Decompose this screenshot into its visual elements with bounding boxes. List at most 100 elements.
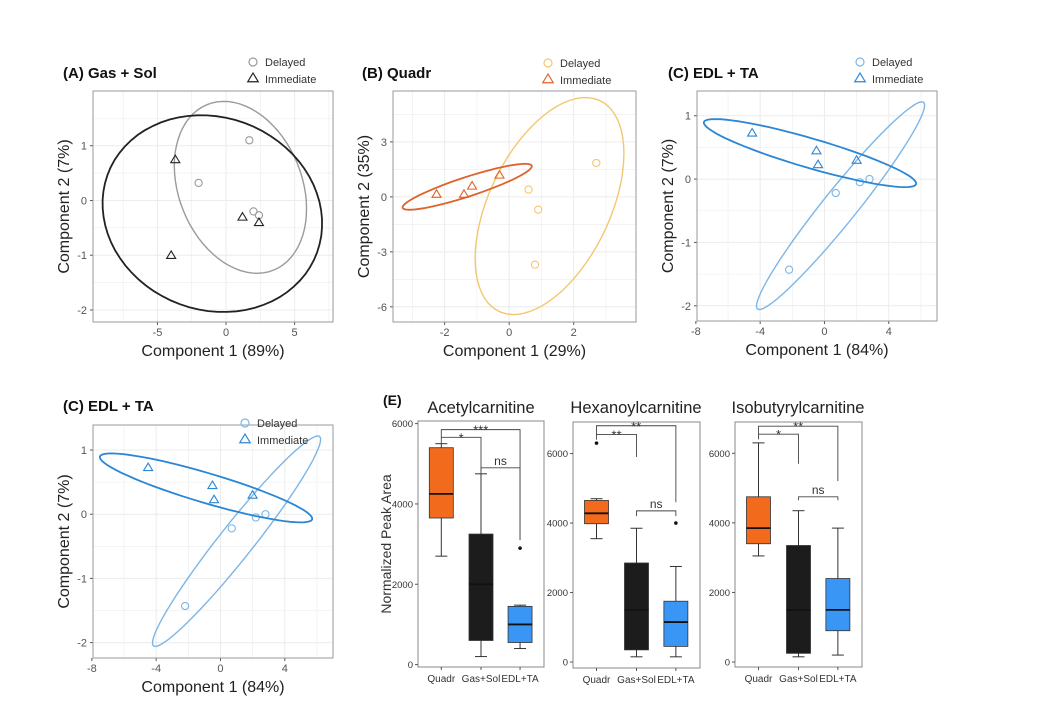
y-axis-title: Component 2 (35%)	[356, 135, 373, 278]
significance-label: **	[611, 427, 621, 442]
x-tick-label: 4	[282, 663, 288, 675]
box-iqr	[584, 500, 609, 525]
panel-4: -8 -4 0 4 -2 -1 0 1 (C) EDL + TA Component 1 (84%…	[56, 398, 334, 696]
box-iqr	[786, 545, 811, 654]
significance-bracket	[798, 496, 839, 501]
point-immediate	[851, 154, 863, 164]
box-edlta	[663, 521, 689, 658]
ellipse-delayed	[474, 96, 625, 316]
legend-triangle-icon	[238, 432, 252, 444]
boxplot-title: Isobutyrylcarnitine	[732, 399, 865, 417]
point-immediate	[165, 249, 177, 259]
panel-2: -2 0 2 -6 -3 0 3 (B) Quadr Component 1 (29%) Comp…	[356, 58, 637, 360]
legend-label-delayed: Delayed	[872, 57, 912, 69]
ellipse-delayed	[755, 101, 926, 311]
point-immediate	[247, 489, 259, 499]
legend-label-immediate: Immediate	[560, 75, 611, 87]
y-tick-label: -2	[681, 301, 691, 313]
y-tick-label: 1	[685, 111, 691, 123]
y-tick-label: 0	[563, 658, 568, 669]
y-tick-label: -6	[377, 302, 387, 314]
plot-border	[696, 90, 938, 322]
y-tick-label: 4000	[392, 499, 413, 510]
y-tick-label: 6000	[547, 449, 568, 460]
point-immediate	[458, 188, 470, 198]
ellipse-immediate	[401, 162, 533, 211]
plot-area	[99, 435, 322, 648]
legend-circle-icon	[543, 58, 553, 68]
y-tick-label: -1	[681, 237, 691, 249]
legend-label-immediate: Immediate	[265, 74, 316, 86]
x-tick-label: Gas+Sol	[617, 675, 656, 686]
ellipse-immediate	[99, 452, 313, 524]
boxplot-title: Acetylcarnitine	[427, 399, 534, 417]
plot-area	[101, 100, 323, 313]
point-immediate	[169, 154, 181, 164]
plot-background	[93, 425, 333, 658]
y-axis-title: Component 2 (7%)	[56, 474, 73, 608]
significance-bracket	[758, 433, 799, 464]
ellipse-immediate	[703, 118, 917, 189]
box-edlta	[825, 527, 851, 656]
y-tick-label: 0	[381, 192, 387, 204]
box-quadr	[746, 442, 771, 557]
box-iqr	[624, 562, 649, 651]
point-delayed	[530, 260, 540, 269]
x-tick-label: -2	[440, 327, 450, 339]
point-immediate	[810, 145, 822, 155]
ellipse-delayed	[151, 435, 322, 648]
x-tick-label: -8	[691, 326, 701, 338]
x-tick-label: -5	[153, 327, 163, 339]
legend: Delayed Immediate	[238, 418, 308, 447]
point-immediate	[812, 159, 824, 169]
x-axis-title: Component 1 (29%)	[443, 343, 586, 360]
y-tick-label: 0	[725, 658, 730, 669]
legend-triangle-icon	[541, 72, 555, 84]
y-tick-label: 3	[381, 137, 387, 149]
legend-label-delayed: Delayed	[257, 418, 297, 430]
x-tick-label: EDL+TA	[819, 674, 857, 685]
y-tick-label: 6000	[392, 419, 413, 430]
box-iqr	[746, 496, 771, 545]
y-tick-label: 0	[81, 195, 87, 207]
legend-triangle-icon	[853, 71, 867, 83]
y-tick-label: -1	[77, 250, 87, 262]
x-tick-label: 0	[223, 327, 229, 339]
y-tick-label: -2	[77, 638, 87, 650]
point-delayed	[592, 158, 601, 168]
box-gassol	[624, 527, 649, 658]
y-tick-label: 2000	[547, 588, 568, 599]
x-tick-label: 5	[292, 327, 298, 339]
outlier-point	[594, 441, 599, 445]
y-axis-title: Normalized Peak Area	[378, 474, 394, 614]
y-tick-label: -3	[377, 247, 387, 259]
panel-title: (B) Quadr	[362, 65, 431, 82]
significance-bracket	[758, 425, 839, 482]
significance-label: ns	[650, 497, 663, 511]
panel-title: (A) Gas + Sol	[63, 65, 157, 82]
significance-bracket	[480, 467, 521, 541]
y-tick-label: 2000	[709, 588, 730, 599]
x-tick-label: Quadr	[427, 674, 455, 685]
box-iqr	[825, 578, 851, 632]
significance-label: **	[631, 419, 641, 434]
box-iqr	[428, 447, 454, 519]
point-delayed	[194, 178, 203, 188]
x-tick-label: Gas+Sol	[779, 674, 818, 685]
plot-border	[92, 90, 334, 323]
x-tick-label: EDL+TA	[501, 674, 539, 685]
point-immediate	[494, 169, 505, 179]
point-delayed	[524, 185, 533, 194]
box-iqr	[663, 600, 689, 647]
x-tick-label: -4	[151, 663, 161, 675]
outlier-point	[518, 546, 522, 550]
box-iqr	[468, 533, 494, 641]
significance-label: ***	[473, 423, 488, 438]
point-immediate	[142, 461, 154, 472]
legend-circle-icon	[240, 418, 250, 428]
panel-3: -8 -4 0 4 -2 -1 0 1 (C) EDL + TA Component 1 (84%…	[660, 57, 938, 359]
point-immediate	[746, 127, 758, 137]
x-tick-label: EDL+TA	[657, 675, 695, 686]
legend-triangle-icon	[246, 71, 260, 83]
